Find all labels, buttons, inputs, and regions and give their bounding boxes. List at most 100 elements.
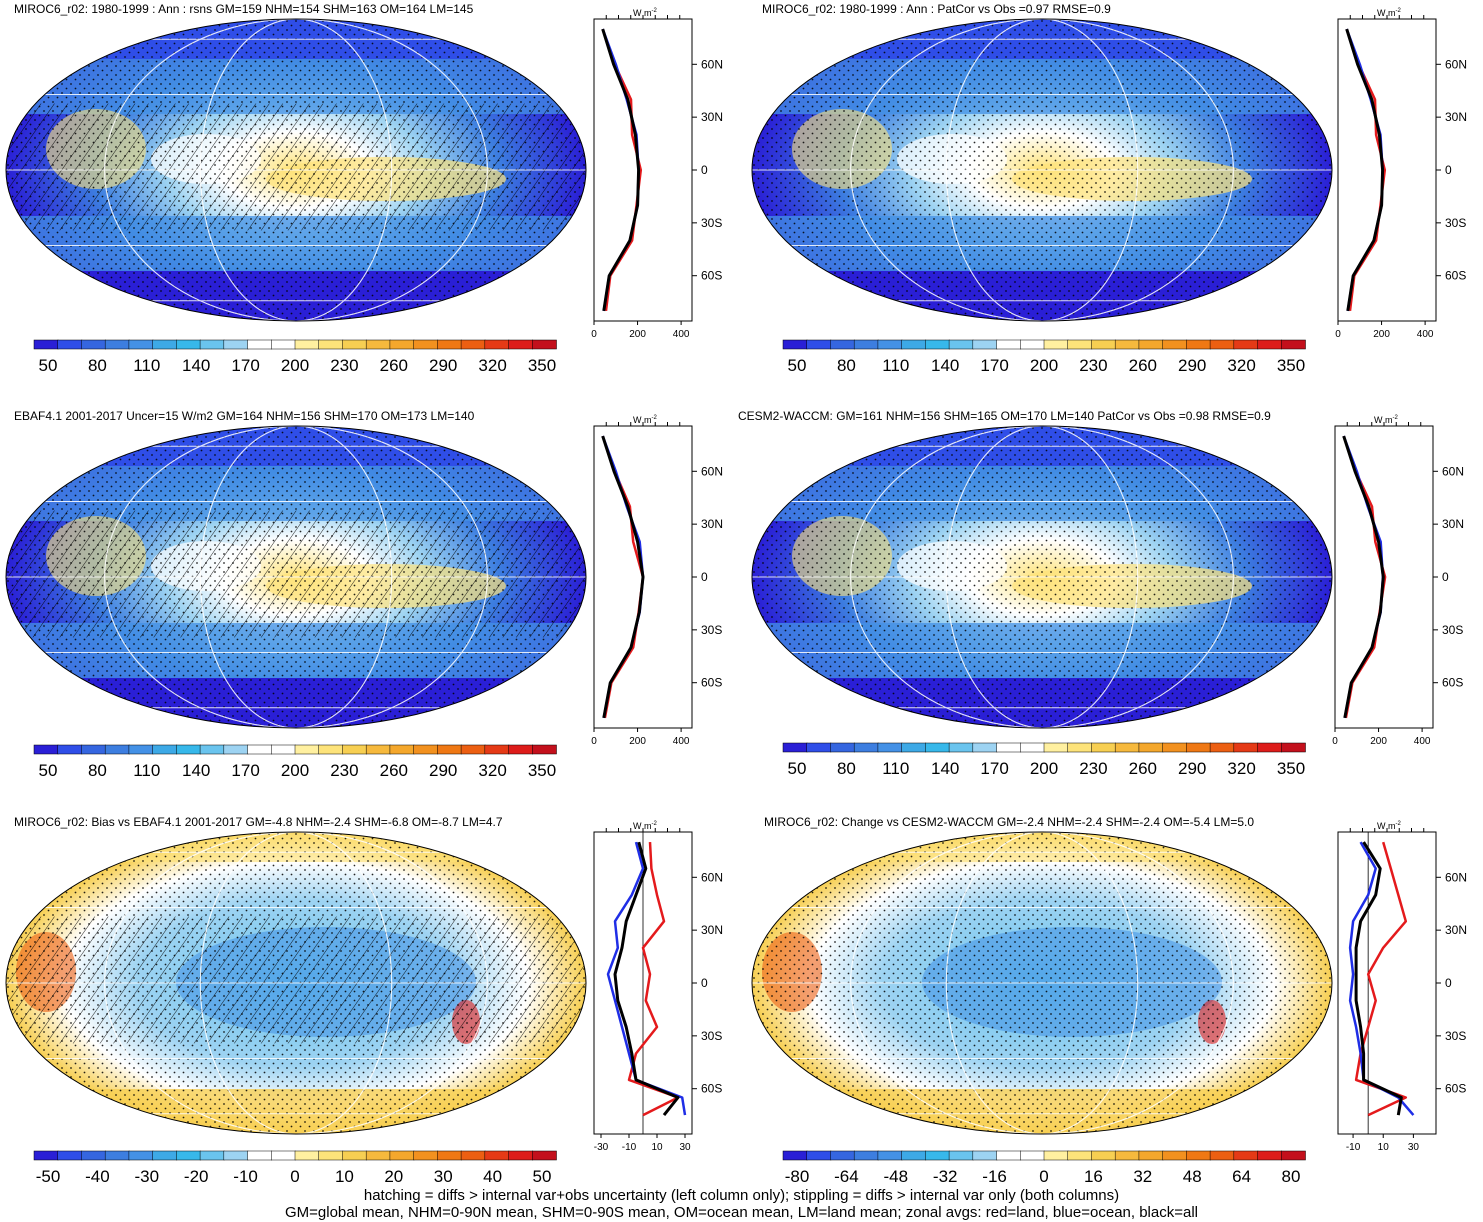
colorbar-label: 110 bbox=[133, 356, 160, 375]
longitude-line bbox=[104, 19, 488, 321]
zonal-frame bbox=[593, 18, 693, 322]
colorbar-label: 48 bbox=[1183, 1167, 1202, 1186]
colorbar-swatch bbox=[247, 339, 273, 350]
colorbar-swatch bbox=[223, 339, 249, 350]
colorbar-label: -32 bbox=[933, 1167, 958, 1186]
colorbar-swatch bbox=[389, 1150, 415, 1161]
colorbar-swatch bbox=[1091, 339, 1116, 350]
lat-label: 60S bbox=[701, 676, 722, 690]
longitude-line bbox=[850, 832, 1234, 1134]
map-field bbox=[6, 19, 586, 321]
lat-label: 60N bbox=[1442, 464, 1464, 478]
x-tick-label: 10 bbox=[651, 1142, 663, 1153]
colorbar-swatch bbox=[199, 339, 225, 350]
colorbar-swatch bbox=[1209, 339, 1235, 350]
colorbar-swatch bbox=[1067, 1150, 1093, 1161]
longitude-line bbox=[945, 19, 1139, 321]
colorbar-swatch bbox=[925, 742, 950, 753]
colorbar-swatch bbox=[782, 742, 808, 753]
colorbar-label: 110 bbox=[882, 356, 909, 375]
colorbar-swatch bbox=[1138, 1150, 1164, 1161]
colorbar-swatch bbox=[199, 744, 225, 755]
colorbar-swatch bbox=[389, 339, 415, 350]
colorbar-label: -48 bbox=[884, 1167, 909, 1186]
colorbar-swatch bbox=[1067, 339, 1093, 350]
colorbar-swatch bbox=[152, 339, 178, 350]
colorbar-label: 230 bbox=[330, 356, 358, 375]
colorbar-swatch bbox=[877, 339, 903, 350]
graticule bbox=[752, 19, 1332, 321]
colorbar-swatch bbox=[1209, 1150, 1235, 1161]
colorbar-swatch bbox=[1257, 742, 1283, 753]
zonal-unit-exponent: -2 bbox=[1396, 821, 1402, 827]
colorbar-swatch bbox=[782, 339, 808, 350]
x-tick-label: 200 bbox=[629, 736, 646, 747]
zonal-plot: W m-2 60N 30N 0 30S 60S 0 200 400 bbox=[591, 8, 723, 340]
map-field bbox=[752, 19, 1332, 321]
colorbar-label: 0 bbox=[1039, 1167, 1048, 1186]
colorbar-swatch bbox=[271, 1150, 296, 1161]
zonal-line-all bbox=[613, 841, 680, 1117]
colorbar-swatch bbox=[1067, 742, 1093, 753]
colorbar-swatch bbox=[532, 1150, 557, 1161]
lat-label: 60S bbox=[1445, 1082, 1466, 1096]
zonal-frame bbox=[1337, 18, 1437, 322]
colorbar-swatch bbox=[152, 1150, 178, 1161]
colorbar-label: 200 bbox=[281, 761, 309, 780]
colorbar-swatch bbox=[1233, 339, 1259, 350]
zonal-unit: W m-2 bbox=[633, 8, 657, 18]
lat-label: 60N bbox=[701, 870, 723, 884]
lat-label: 30S bbox=[1445, 1029, 1466, 1043]
colorbar-label: 140 bbox=[182, 761, 210, 780]
colorbar-label: 230 bbox=[1079, 759, 1107, 778]
longitude-line bbox=[104, 832, 488, 1134]
colorbar-label: 290 bbox=[1178, 356, 1206, 375]
colorbar-swatch bbox=[901, 742, 927, 753]
zonal-unit-exponent: -2 bbox=[652, 821, 658, 827]
colorbar-label: 290 bbox=[429, 356, 457, 375]
colorbar-swatch bbox=[1281, 339, 1306, 350]
x-tick-label: 10 bbox=[1378, 1142, 1390, 1153]
colorbar-swatch bbox=[1257, 339, 1283, 350]
colorbar-label: 40 bbox=[483, 1167, 502, 1186]
colorbar-label: 200 bbox=[1030, 356, 1058, 375]
zonal-line-all bbox=[1342, 435, 1385, 719]
x-tick-label: 400 bbox=[673, 736, 690, 747]
colorbar-swatch bbox=[247, 744, 273, 755]
longitude-line bbox=[850, 19, 1234, 321]
zonal-plot: W m-2 60N 30N 0 30S 60S -30 -10 10 30 bbox=[593, 821, 723, 1153]
colorbar-swatch bbox=[318, 1150, 344, 1161]
colorbar-swatch bbox=[57, 1150, 83, 1161]
colorbar-label: 50 bbox=[788, 356, 807, 375]
colorbar-label: 290 bbox=[429, 761, 457, 780]
colorbar-swatch bbox=[57, 339, 83, 350]
colorbar-swatch bbox=[806, 742, 832, 753]
colorbar-swatch bbox=[1233, 1150, 1259, 1161]
colorbar-swatch bbox=[853, 339, 879, 350]
colorbar-label: 110 bbox=[882, 759, 909, 778]
map bbox=[751, 831, 1333, 1135]
zonal-line-land bbox=[627, 842, 680, 1117]
colorbar-swatch bbox=[948, 339, 974, 350]
colorbar-swatch bbox=[830, 339, 855, 350]
colorbar-label: 80 bbox=[837, 356, 856, 375]
colorbar-swatch bbox=[1114, 742, 1140, 753]
colorbar-swatch bbox=[1091, 1150, 1116, 1161]
longitude-line bbox=[945, 426, 1139, 728]
colorbar-label: 50 bbox=[788, 759, 807, 778]
x-tick-label: 200 bbox=[1370, 736, 1387, 747]
colorbar-label: 10 bbox=[335, 1167, 354, 1186]
x-tick-label: 200 bbox=[629, 329, 646, 340]
colorbar-label: 320 bbox=[478, 356, 506, 375]
zonal-unit: W m-2 bbox=[1377, 8, 1401, 18]
colorbar-swatch bbox=[877, 742, 903, 753]
colorbar-label: 350 bbox=[1277, 759, 1305, 778]
lat-label: 0 bbox=[701, 163, 708, 177]
colorbar-swatch bbox=[996, 339, 1022, 350]
lat-label: 60N bbox=[1445, 870, 1467, 884]
colorbar: 50 80 110 140 170 200 230 260 290 320 350 bbox=[33, 744, 557, 780]
colorbar-swatch bbox=[460, 339, 486, 350]
colorbar-swatch bbox=[1138, 339, 1164, 350]
colorbar-swatch bbox=[223, 744, 249, 755]
